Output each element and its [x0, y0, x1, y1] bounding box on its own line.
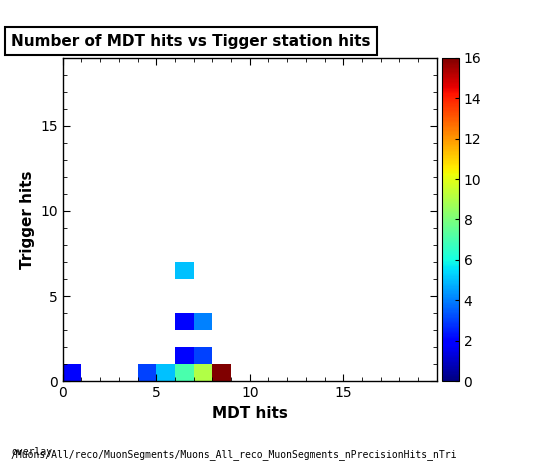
Bar	[175, 364, 194, 381]
Bar	[194, 364, 212, 381]
Bar	[175, 262, 194, 279]
Bar	[138, 364, 156, 381]
Bar	[212, 364, 231, 381]
Bar	[156, 364, 175, 381]
Y-axis label: Trigger hits: Trigger hits	[20, 170, 35, 269]
Bar	[175, 347, 194, 364]
Text: /Muons/All/reco/MuonSegments/Muons_All_reco_MuonSegments_nPrecisionHits_nTri: /Muons/All/reco/MuonSegments/Muons_All_r…	[11, 449, 458, 460]
Bar	[194, 347, 212, 364]
X-axis label: MDT hits: MDT hits	[212, 406, 288, 420]
Bar	[63, 364, 81, 381]
Text: overlay: overlay	[11, 447, 52, 457]
Text: Number of MDT hits vs Tigger station hits: Number of MDT hits vs Tigger station hit…	[11, 34, 370, 49]
Bar	[175, 313, 194, 330]
Bar	[194, 313, 212, 330]
